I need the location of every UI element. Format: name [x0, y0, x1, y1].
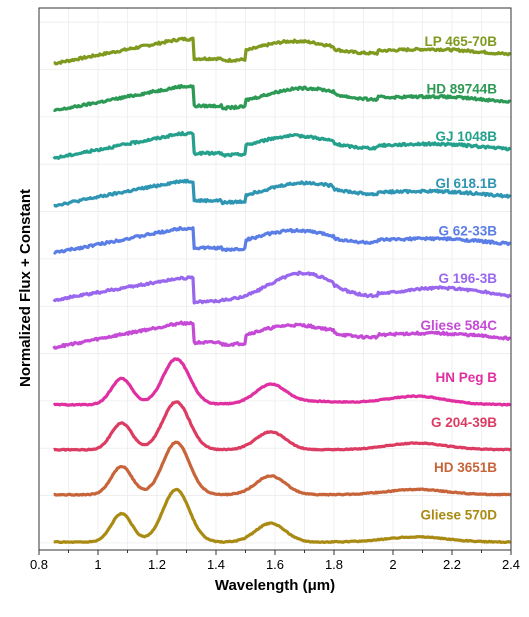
x-tick-label: 1.6 — [266, 557, 284, 572]
spectrum-line — [53, 225, 511, 255]
spectrum-line — [52, 320, 512, 350]
x-tick-label: 1 — [94, 557, 101, 572]
spectrum-line — [52, 83, 511, 112]
series-label: HN Peg B — [435, 370, 497, 385]
spectrum-line — [52, 270, 512, 305]
x-tick-label: 1.2 — [148, 557, 166, 572]
series-group — [52, 36, 512, 545]
spectrum-line — [53, 487, 511, 545]
x-tick-label: 1.4 — [207, 557, 225, 572]
grid-lines — [38, 8, 512, 550]
x-axis-title: Wavelength (μm) — [215, 577, 335, 594]
series-label: G 196-3B — [438, 271, 497, 286]
spectrum-line — [53, 178, 512, 208]
spectrum-line — [52, 357, 511, 407]
spectrum-line — [53, 36, 512, 66]
series-labels: LP 465-70B HD 89744B GJ 1048B Gl 618.1B G 62… — [420, 34, 497, 522]
spectrum-line — [53, 400, 512, 452]
series-label: G 62-33B — [438, 223, 497, 238]
series-label: Gl 618.1B — [435, 176, 497, 191]
x-tick-label: 1.8 — [325, 557, 343, 572]
series-label: LP 465-70B — [424, 34, 497, 49]
series-label: Gliese 570D — [420, 507, 497, 522]
x-tick-label: 0.8 — [30, 557, 48, 572]
series-label: GJ 1048B — [435, 129, 497, 144]
x-tick-label: 2.2 — [443, 557, 461, 572]
series-label: G 204-39B — [431, 415, 497, 430]
series-label: Gliese 584C — [420, 318, 497, 333]
series-label: HD 89744B — [426, 81, 497, 96]
spectrum-line — [53, 440, 511, 497]
x-tick-label: 2 — [389, 557, 396, 572]
series-label: HD 3651B — [434, 460, 497, 475]
x-axis: 0.8 1 1.2 1.4 1.6 1.8 2 2.2 2.4 — [30, 550, 520, 572]
x-tick-label: 2.4 — [502, 557, 520, 572]
y-axis-title: Normalized Flux + Constant — [17, 189, 34, 387]
spectrum-line — [52, 131, 512, 160]
